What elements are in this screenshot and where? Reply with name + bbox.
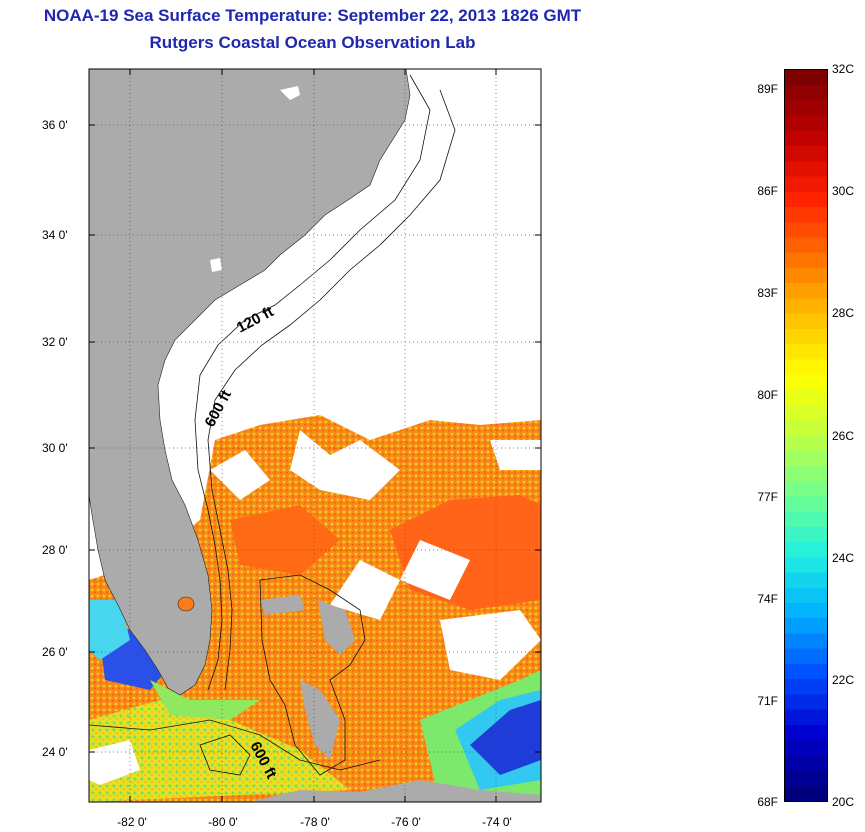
- colorbar-label-30c: 30C: [832, 184, 855, 198]
- lon-label-74: -74 0': [482, 815, 512, 829]
- cloud-patch: [89, 740, 140, 785]
- lon-label-82: -82 0': [117, 815, 147, 829]
- cloud-patch: [330, 560, 400, 620]
- cloud-patch: [440, 610, 541, 680]
- sst-blue-region: [470, 700, 541, 775]
- colorbar-label-26c: 26C: [832, 429, 855, 443]
- lat-label-26: 26 0': [42, 645, 68, 659]
- inland-lake: [280, 86, 300, 100]
- lon-label-78: -78 0': [300, 815, 330, 829]
- map-plot-area: 120 ft 600 ft 600 ft: [89, 69, 541, 802]
- colorbar-label-86f: 86F: [757, 184, 778, 198]
- colorbar-label-80f: 80F: [757, 388, 778, 402]
- sst-yellow-region: [89, 700, 350, 802]
- colorbar-label-74f: 74F: [757, 592, 778, 606]
- contour-600ft: [207, 89, 456, 691]
- colorbar-label-22c: 22C: [832, 673, 855, 687]
- contour-tongue: [199, 734, 251, 776]
- bahamas-island: [260, 595, 305, 615]
- cloud-patch: [400, 540, 470, 600]
- sst-hot-region-2: [230, 505, 340, 575]
- inland-lake: [210, 258, 222, 272]
- lon-label-80: -80 0': [208, 815, 238, 829]
- lat-label-30: 30 0': [42, 441, 68, 455]
- map-title: NOAA-19 Sea Surface Temperature: Septemb…: [43, 6, 582, 25]
- sst-green-region-2: [150, 680, 260, 720]
- cloud-patch: [210, 450, 270, 500]
- lat-label-34: 34 0': [42, 228, 68, 242]
- lat-label-28: 28 0': [42, 543, 68, 557]
- lon-label-76: -76 0': [391, 815, 421, 829]
- cloud-patch: [490, 440, 541, 470]
- us-mainland: [89, 69, 411, 696]
- lat-label-24: 24 0': [42, 745, 68, 759]
- colorbar-label-20c: 20C: [832, 795, 855, 809]
- bahamas-bank: [318, 600, 355, 655]
- colorbar-label-71f: 71F: [757, 694, 778, 708]
- lake-okeechobee: [177, 596, 195, 612]
- colorbar-label-77f: 77F: [757, 490, 778, 504]
- contour-120ft: [194, 74, 431, 691]
- colorbar-label-28c: 28C: [832, 306, 855, 320]
- colorbar-label-89f: 89F: [757, 82, 778, 96]
- axis-ticks: [89, 69, 541, 802]
- contour-600ft-south: [89, 719, 381, 771]
- temperature-colorbar: [784, 69, 828, 802]
- sst-cyan-region-2: [89, 600, 130, 660]
- colorbar-label-32c: 32C: [832, 62, 855, 76]
- colorbar-label-83f: 83F: [757, 286, 778, 300]
- bahamas-bank: [300, 680, 340, 760]
- map-subtitle: Rutgers Coastal Ocean Observation Lab: [149, 33, 476, 52]
- lat-label-32: 32 0': [42, 335, 68, 349]
- contour-bahamas: [259, 574, 366, 776]
- colorbar-label-24c: 24C: [832, 551, 855, 565]
- cuba-coast: [250, 780, 541, 802]
- map-frame: [88, 68, 542, 803]
- cloud-patch: [290, 430, 400, 500]
- lat-label-36: 36 0': [42, 118, 68, 132]
- graticule: [89, 69, 541, 802]
- colorbar-label-68f: 68F: [757, 795, 778, 809]
